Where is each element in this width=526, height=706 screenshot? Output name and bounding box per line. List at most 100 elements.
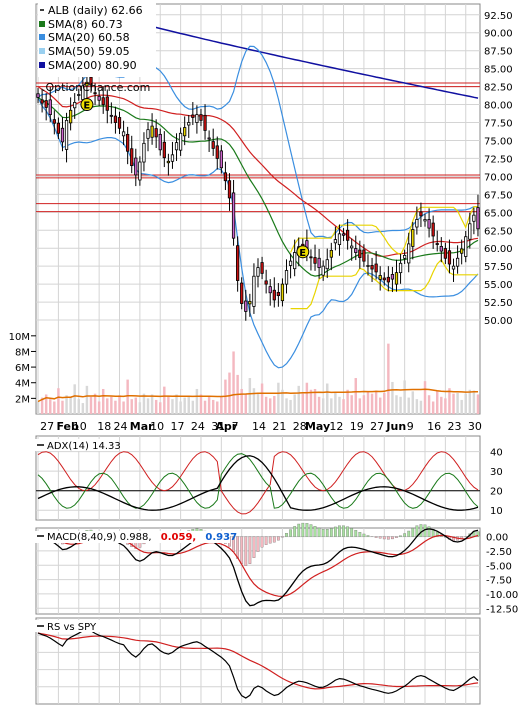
candle-body xyxy=(341,233,346,236)
volume-bar xyxy=(354,378,357,414)
candle xyxy=(358,240,362,269)
volume-bar xyxy=(110,396,113,414)
candle-body xyxy=(130,148,134,167)
candle-body xyxy=(370,265,374,270)
volume-bar xyxy=(150,394,154,414)
candle-body xyxy=(89,76,93,86)
candle xyxy=(439,237,443,263)
volume-bar xyxy=(167,396,170,414)
macd-legend-value: MACD(8,40,9) 0.988, xyxy=(47,532,152,543)
candle xyxy=(268,279,272,306)
legend-sma8: SMA(8) 60.73 xyxy=(39,18,123,31)
macd-histogram-bar xyxy=(419,524,423,537)
candle xyxy=(162,131,166,168)
volume-bar xyxy=(191,400,195,414)
y-tick-volume: 4M xyxy=(15,379,30,390)
candle-body xyxy=(345,229,350,241)
volume-bar xyxy=(81,403,85,414)
macd-histogram-bar xyxy=(391,536,394,540)
candle xyxy=(293,239,297,277)
macd-histogram-bar xyxy=(260,536,264,548)
candle xyxy=(93,83,97,105)
x-label: 30 xyxy=(468,420,482,433)
volume-bar xyxy=(244,393,248,414)
candle xyxy=(260,256,264,280)
volume-bar xyxy=(264,396,268,414)
y-tick-price: 62.50 xyxy=(484,226,513,237)
x-label: 24 xyxy=(191,420,205,433)
macd-histogram-bar xyxy=(354,530,358,537)
candle-body xyxy=(138,161,142,181)
y-tick-price: 72.50 xyxy=(484,154,513,165)
macd-histogram-bar xyxy=(293,526,297,537)
candle xyxy=(333,226,338,251)
candle xyxy=(256,258,260,288)
volume-panel: 10M 8M 6M 4M 2M xyxy=(9,332,480,414)
macd-histogram-bar xyxy=(407,530,411,537)
volume-bar xyxy=(126,379,129,414)
macd-histogram-bar xyxy=(256,536,260,552)
volume-bar xyxy=(431,401,435,414)
volume-bar xyxy=(36,401,40,414)
candle xyxy=(56,117,61,140)
candle-body xyxy=(142,142,146,163)
candle-body xyxy=(337,233,342,246)
candle-body xyxy=(150,125,154,138)
candle xyxy=(36,88,40,104)
candle xyxy=(85,74,89,99)
adx-panel: 40 30 20 10 xyxy=(36,448,503,517)
volume-bar xyxy=(114,400,117,414)
y-tick-macd: -7.50 xyxy=(486,576,512,587)
volume-bar xyxy=(387,343,390,414)
macd-histogram-bar xyxy=(346,526,349,537)
y-tick-price: 52.50 xyxy=(484,298,513,309)
macd-histogram-bar xyxy=(350,528,354,537)
candle-body xyxy=(268,286,272,294)
candle xyxy=(390,266,395,293)
macd-histogram-bar xyxy=(268,536,272,544)
macd-histogram-bar xyxy=(301,522,305,537)
earnings-label: E xyxy=(83,101,90,112)
channel-high-line xyxy=(290,206,478,256)
volume-bar xyxy=(452,393,455,414)
candle xyxy=(240,277,244,310)
macd-histogram-bar xyxy=(342,525,345,537)
legend-alb: ALB (daily) 62.66 xyxy=(40,4,143,17)
y-tick-adx: 20 xyxy=(490,487,503,498)
candle-body xyxy=(374,263,378,273)
candle-body xyxy=(390,274,395,280)
candle xyxy=(158,128,162,156)
candle-body xyxy=(358,249,362,258)
candle-body xyxy=(464,236,468,257)
candle-body xyxy=(451,265,456,270)
candle xyxy=(121,120,126,146)
candle xyxy=(443,242,447,265)
y-tick-macd: -5.00 xyxy=(486,561,512,572)
volume-bar xyxy=(326,383,329,414)
candle xyxy=(468,212,472,249)
volume-bar xyxy=(358,398,362,414)
y-tick-adx: 40 xyxy=(490,448,503,459)
y-tick-volume: 8M xyxy=(15,347,30,358)
volume-bar xyxy=(468,389,472,414)
candle-body xyxy=(36,93,40,98)
candle-body xyxy=(309,256,313,259)
candle-body xyxy=(244,300,248,312)
macd-histogram-bar xyxy=(240,536,244,564)
x-label: 19 xyxy=(350,420,364,433)
x-label: 28 xyxy=(293,420,307,433)
candle xyxy=(227,173,232,211)
macd-histogram-bar xyxy=(334,526,337,537)
volume-bar xyxy=(154,399,158,414)
volume-bar xyxy=(232,351,235,414)
candle xyxy=(252,263,256,314)
candle xyxy=(264,269,268,294)
volume-bar xyxy=(346,389,349,414)
y-tick-price: 92.50 xyxy=(484,11,513,22)
candle-body xyxy=(109,114,113,117)
gridlines xyxy=(35,3,481,705)
channel-low-line xyxy=(290,258,478,310)
volume-bar xyxy=(73,384,76,414)
candle xyxy=(284,259,289,294)
candle xyxy=(419,202,423,228)
